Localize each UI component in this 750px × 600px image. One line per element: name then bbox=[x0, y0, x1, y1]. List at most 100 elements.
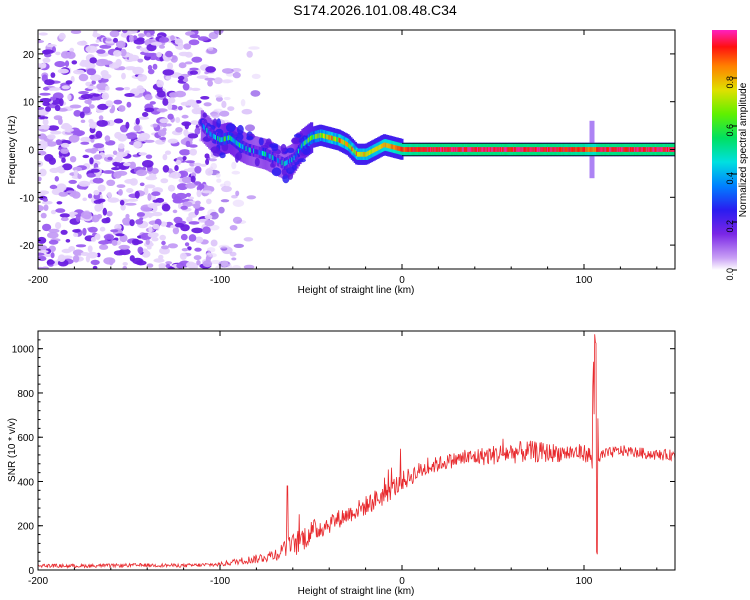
noise-blob bbox=[144, 107, 155, 113]
noise-blob bbox=[107, 191, 112, 199]
track-core bbox=[638, 147, 641, 152]
noise-blob bbox=[144, 52, 155, 57]
noise-blob bbox=[105, 38, 112, 42]
noise-blob bbox=[96, 49, 106, 54]
track-blob bbox=[216, 118, 221, 128]
noise-blob bbox=[96, 173, 101, 179]
noise-blob bbox=[185, 182, 196, 189]
noise-blob bbox=[125, 213, 130, 219]
spectrogram-ytick-label: 10 bbox=[23, 98, 35, 109]
noise-blob bbox=[159, 137, 166, 141]
noise-blob bbox=[170, 55, 178, 63]
noise-blob bbox=[38, 256, 47, 262]
noise-blob bbox=[98, 115, 104, 121]
noise-blob bbox=[186, 216, 193, 223]
track-core bbox=[206, 127, 209, 133]
noise-blob bbox=[78, 91, 89, 95]
noise-blob bbox=[189, 263, 195, 269]
noise-blob bbox=[41, 266, 49, 269]
noise-blob bbox=[241, 108, 253, 115]
noise-blob bbox=[38, 39, 45, 44]
noise-blob bbox=[78, 180, 91, 187]
noise-blob bbox=[164, 150, 172, 155]
noise-blob bbox=[60, 229, 68, 235]
track-core bbox=[224, 136, 227, 142]
noise-blob bbox=[204, 214, 213, 220]
spectrogram-track bbox=[198, 110, 675, 184]
noise-blob bbox=[195, 100, 202, 104]
noise-blob bbox=[46, 260, 55, 265]
noise-blob bbox=[204, 77, 216, 81]
noise-blob bbox=[102, 207, 108, 216]
noise-blob bbox=[152, 63, 158, 70]
track-blob bbox=[286, 147, 295, 153]
noise-blob bbox=[193, 204, 201, 209]
noise-blob bbox=[86, 68, 97, 76]
noise-blob bbox=[105, 100, 114, 107]
noise-blob bbox=[56, 201, 63, 205]
noise-blob bbox=[221, 100, 227, 108]
noise-blob bbox=[227, 263, 232, 269]
noise-blob bbox=[182, 156, 187, 161]
noise-blob bbox=[183, 43, 192, 50]
noise-blob bbox=[207, 247, 216, 253]
snr-ytick-label: 200 bbox=[17, 522, 34, 533]
track-blob bbox=[237, 124, 244, 135]
spectrogram-xlabel: Height of straight line (km) bbox=[298, 285, 415, 296]
colorbar-tick-label: 0.2 bbox=[725, 220, 735, 233]
track-blob bbox=[286, 166, 295, 175]
noise-blob bbox=[125, 150, 130, 154]
noise-blob bbox=[170, 35, 175, 41]
noise-blob bbox=[167, 184, 176, 192]
noise-blob bbox=[85, 137, 91, 141]
noise-blob bbox=[188, 196, 194, 200]
noise-blob bbox=[155, 197, 165, 203]
noise-blob bbox=[213, 30, 224, 35]
noise-blob bbox=[194, 166, 202, 174]
noise-blob bbox=[232, 216, 243, 224]
spectrogram-ytick-label: 20 bbox=[23, 50, 35, 61]
noise-blob bbox=[218, 244, 230, 249]
noise-blob bbox=[92, 177, 104, 184]
noise-blob bbox=[184, 61, 193, 65]
track-blob bbox=[297, 158, 306, 163]
noise-blob bbox=[78, 73, 89, 82]
track-core bbox=[561, 147, 564, 152]
noise-blob bbox=[69, 156, 77, 163]
noise-blob bbox=[80, 141, 90, 145]
noise-blob bbox=[122, 217, 132, 226]
noise-blob bbox=[121, 72, 126, 80]
noise-blob bbox=[195, 200, 201, 205]
noise-blob bbox=[221, 260, 229, 268]
noise-blob bbox=[215, 265, 223, 269]
track-core bbox=[621, 147, 624, 152]
noise-blob bbox=[71, 191, 81, 199]
noise-blob bbox=[200, 163, 207, 167]
track-core bbox=[519, 147, 522, 152]
noise-blob bbox=[151, 237, 159, 242]
noise-blob bbox=[99, 244, 109, 250]
noise-blob bbox=[232, 199, 245, 207]
noise-blob bbox=[70, 75, 75, 83]
colorbar-tick-label: 0.6 bbox=[725, 124, 735, 137]
track-core bbox=[242, 144, 245, 150]
noise-blob bbox=[167, 113, 174, 120]
noise-blob bbox=[158, 123, 167, 127]
noise-blob bbox=[42, 223, 52, 232]
noise-blob bbox=[178, 75, 185, 81]
noise-blob bbox=[223, 96, 231, 101]
noise-blob bbox=[42, 86, 50, 91]
noise-blob bbox=[248, 46, 260, 50]
noise-blob bbox=[188, 144, 198, 148]
noise-blob bbox=[104, 135, 111, 142]
colorbar-label: Normalized spectral amplitude bbox=[738, 82, 749, 217]
noise-blob bbox=[80, 252, 90, 256]
spectrogram-x-axis: -200 -100 0 100 bbox=[28, 30, 658, 286]
noise-blob bbox=[45, 106, 52, 112]
noise-blob bbox=[89, 134, 95, 140]
noise-blob bbox=[177, 183, 188, 191]
noise-blob bbox=[115, 151, 128, 158]
noise-blob bbox=[167, 103, 173, 111]
noise-blob bbox=[205, 158, 210, 165]
noise-blob bbox=[190, 87, 201, 91]
